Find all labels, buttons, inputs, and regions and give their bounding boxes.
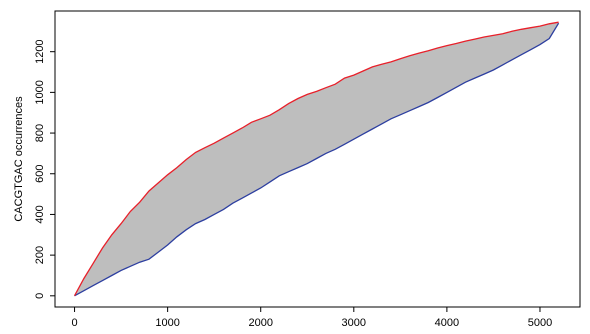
y-axis: 0 200 400 600 800 1000 1200 (34, 39, 56, 299)
y-tick-label: 800 (34, 124, 46, 142)
y-tick-label: 0 (34, 293, 46, 299)
y-axis-label: CACGTGAC occurrences (13, 96, 25, 222)
y-tick-label: 1000 (34, 80, 46, 104)
x-tick-label: 0 (71, 317, 77, 329)
y-tick-label: 400 (34, 205, 46, 223)
x-tick-label: 3000 (342, 317, 366, 329)
y-tick-label: 200 (34, 246, 46, 264)
x-tick-label: 4000 (435, 317, 459, 329)
upper-series-line (73, 21, 559, 297)
lower-series-line (74, 22, 560, 297)
x-tick-label: 1000 (155, 317, 179, 329)
y-tick-label: 600 (34, 165, 46, 183)
y-tick-label: 1200 (34, 39, 46, 63)
x-tick-label: 5000 (528, 317, 552, 329)
area-band (74, 22, 559, 296)
x-axis: 0 1000 2000 3000 4000 5000 (71, 306, 552, 329)
x-tick-label: 2000 (248, 317, 272, 329)
